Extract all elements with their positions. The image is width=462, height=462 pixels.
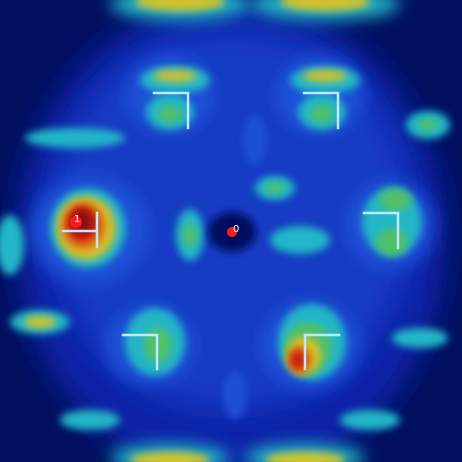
hairline-band xyxy=(110,0,400,20)
marker-dot xyxy=(227,227,237,237)
right-eye-bracket xyxy=(302,91,340,130)
mouth-left-region xyxy=(10,305,195,385)
temple-streaks xyxy=(25,111,450,165)
marker-dot xyxy=(70,216,82,228)
marker-label: 1 xyxy=(74,214,80,225)
left-cheek-bracket xyxy=(61,211,99,249)
mouth-right-bracket xyxy=(303,333,341,371)
left-cheek-region xyxy=(0,175,150,285)
right-cheek-bracket xyxy=(362,211,400,250)
right-eye-region xyxy=(275,55,365,135)
right-cheek-region xyxy=(345,180,435,270)
left-eye-bracket xyxy=(152,91,190,130)
mouth-left-bracket xyxy=(121,333,159,371)
marker-0: 0 xyxy=(227,224,239,237)
marker-1: 1 xyxy=(70,214,82,228)
marker-label: 0 xyxy=(233,224,239,235)
chin-band xyxy=(60,371,400,462)
left-eye-region xyxy=(125,55,215,135)
